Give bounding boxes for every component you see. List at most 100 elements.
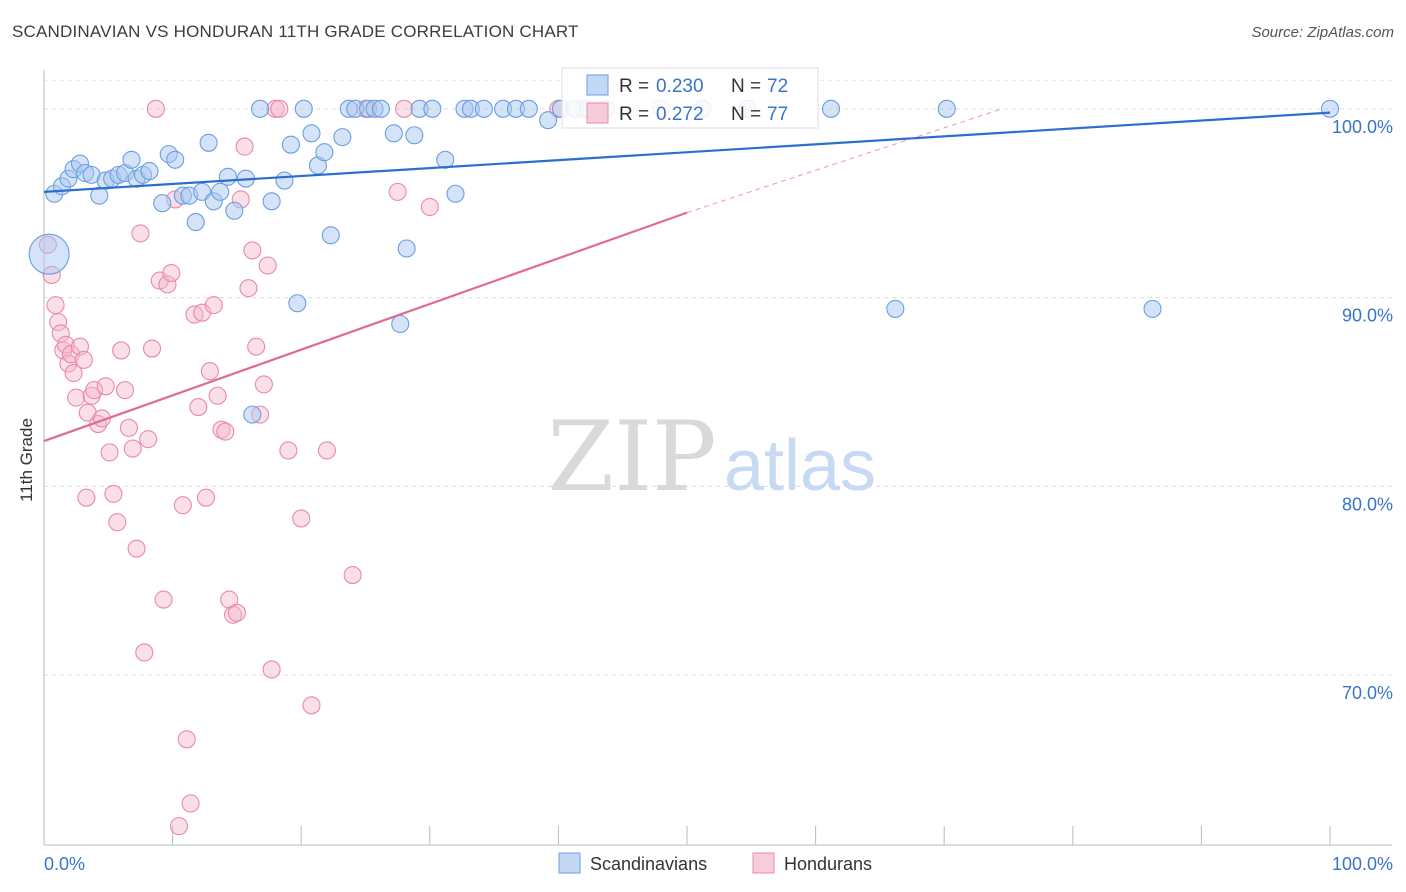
scandinavian-point-51 xyxy=(423,99,442,118)
trend-lines xyxy=(43,108,1331,443)
scandinavian-point-45 xyxy=(371,99,390,118)
legend-n-label-2: N = xyxy=(731,104,761,125)
scandinavian-point-large xyxy=(28,233,70,275)
honduran-point-61 xyxy=(262,660,281,679)
y-tick-label-2: 90.0% xyxy=(1342,306,1393,326)
honduran-point-64 xyxy=(279,441,298,460)
honduran-point-34 xyxy=(158,275,177,294)
honduran-point-70 xyxy=(388,182,407,201)
honduran-point-52 xyxy=(227,603,246,622)
series-legend-scandinavians: Scandinavians xyxy=(590,854,707,874)
scandinavian-point-38 xyxy=(315,143,334,162)
scandinavian-point-47 xyxy=(391,314,410,334)
honduran-point-15 xyxy=(85,381,104,400)
honduran-point-37 xyxy=(169,817,189,836)
honduran-point-10 xyxy=(67,388,86,407)
legend-r-value-2: 0.272 xyxy=(656,104,704,125)
honduran-point-68 xyxy=(343,566,362,585)
scandinavian-point-56 xyxy=(474,99,493,118)
honduran-point-12 xyxy=(74,350,93,369)
scandinavian-point-34 xyxy=(288,294,307,313)
scandinavian-point-71 xyxy=(1320,99,1340,118)
scandinavian-point-26 xyxy=(218,167,237,186)
honduran-point-72 xyxy=(420,197,439,217)
axes xyxy=(43,70,1392,846)
scandinavian-point-16 xyxy=(153,194,172,213)
scandinavian-point-49 xyxy=(405,126,424,145)
honduran-point-18 xyxy=(96,377,115,396)
y-tick-label-0: 70.0% xyxy=(1342,683,1393,703)
watermark-atlas: atlas xyxy=(724,426,876,506)
honduran-point-3 xyxy=(49,313,68,332)
scandinavian-point-23 xyxy=(199,133,218,152)
scandinavian-point-30 xyxy=(250,99,270,118)
honduran-point-66 xyxy=(302,696,321,715)
scandinavian-point-53 xyxy=(446,184,465,203)
legend-swatch-pink xyxy=(586,102,609,124)
honduran-point-21 xyxy=(108,513,127,532)
honduran-point-29 xyxy=(139,430,158,449)
honduran-point-46 xyxy=(204,296,223,315)
honduran-point-9 xyxy=(64,364,83,383)
scandinavian-point-40 xyxy=(333,128,352,147)
y-tick-label-1: 80.0% xyxy=(1342,494,1393,514)
scandinavian-point-68 xyxy=(886,299,905,318)
legend-n-value-1: 72 xyxy=(767,76,788,97)
scandinavian-point-32 xyxy=(275,171,294,190)
honduran-point-30 xyxy=(142,339,162,358)
honduran-trend-extension xyxy=(686,108,1003,214)
tick-labels: 70.0% 80.0% 90.0% 100.0% 0.0% 100.0% xyxy=(44,117,1393,874)
honduran-point-39 xyxy=(177,730,196,749)
honduran-point-27 xyxy=(131,224,150,243)
honduran-point-23 xyxy=(115,381,135,400)
honduran-point-35 xyxy=(162,263,181,283)
honduran-point-31 xyxy=(146,99,165,118)
scandinavian-point-70 xyxy=(1143,299,1162,318)
chart-title: SCANDINAVIAN VS HONDURAN 11TH GRADE CORR… xyxy=(12,22,579,41)
legend-n-label-1: N = xyxy=(731,76,761,97)
legend-r-label-1: R = xyxy=(619,76,649,97)
series-legend-swatch-hondurans xyxy=(752,852,775,874)
x-tick-label-1: 100.0% xyxy=(1332,854,1393,874)
honduran-point-49 xyxy=(216,422,235,441)
scandinavian-point-25 xyxy=(211,182,230,201)
honduran-point-6 xyxy=(56,335,75,354)
scandinavian-point-7 xyxy=(90,186,109,205)
scandinavian-point-52 xyxy=(436,150,455,169)
scandinavian-point-67 xyxy=(821,99,841,118)
honduran-point-44 xyxy=(196,488,216,507)
y-tick-label-3: 100.0% xyxy=(1332,117,1393,137)
scandinavian-point-12 xyxy=(122,150,141,169)
series-legend-swatch-scandinavians xyxy=(558,852,581,874)
scandinavian-point-27 xyxy=(225,201,244,220)
scandinavian-point-33 xyxy=(281,135,300,154)
honduran-point-60 xyxy=(258,256,277,275)
honduran-point-65 xyxy=(292,509,311,528)
legend-r-label-2: R = xyxy=(619,104,649,125)
legend-n-value-2: 77 xyxy=(767,104,788,125)
honduran-point-41 xyxy=(185,305,204,324)
honduran-point-2 xyxy=(46,296,65,315)
honduran-point-19 xyxy=(100,443,119,462)
legend-r-value-1: 0.230 xyxy=(656,76,704,97)
scandinavian-point-60 xyxy=(539,111,558,130)
honduran-point-24 xyxy=(119,418,138,437)
scandinavian-trend-line xyxy=(43,111,1331,193)
honduran-trend-line xyxy=(43,211,688,443)
honduran-point-57 xyxy=(247,337,266,356)
scandinavian-point-48 xyxy=(397,239,416,258)
scandinavians-points xyxy=(28,99,1340,424)
honduran-point-20 xyxy=(104,484,123,503)
honduran-point-63 xyxy=(270,99,289,118)
honduran-point-33 xyxy=(154,590,173,609)
honduran-point-28 xyxy=(135,643,154,662)
scandinavian-point-18 xyxy=(166,150,185,169)
honduran-point-25 xyxy=(123,439,142,458)
y-axis-title: 11th Grade xyxy=(17,418,36,502)
honduran-point-47 xyxy=(208,386,227,405)
legend-swatch-blue xyxy=(586,74,609,96)
honduran-point-45 xyxy=(200,362,219,381)
watermark-zip: ZIP xyxy=(547,401,716,513)
scandinavian-point-69 xyxy=(937,99,956,118)
